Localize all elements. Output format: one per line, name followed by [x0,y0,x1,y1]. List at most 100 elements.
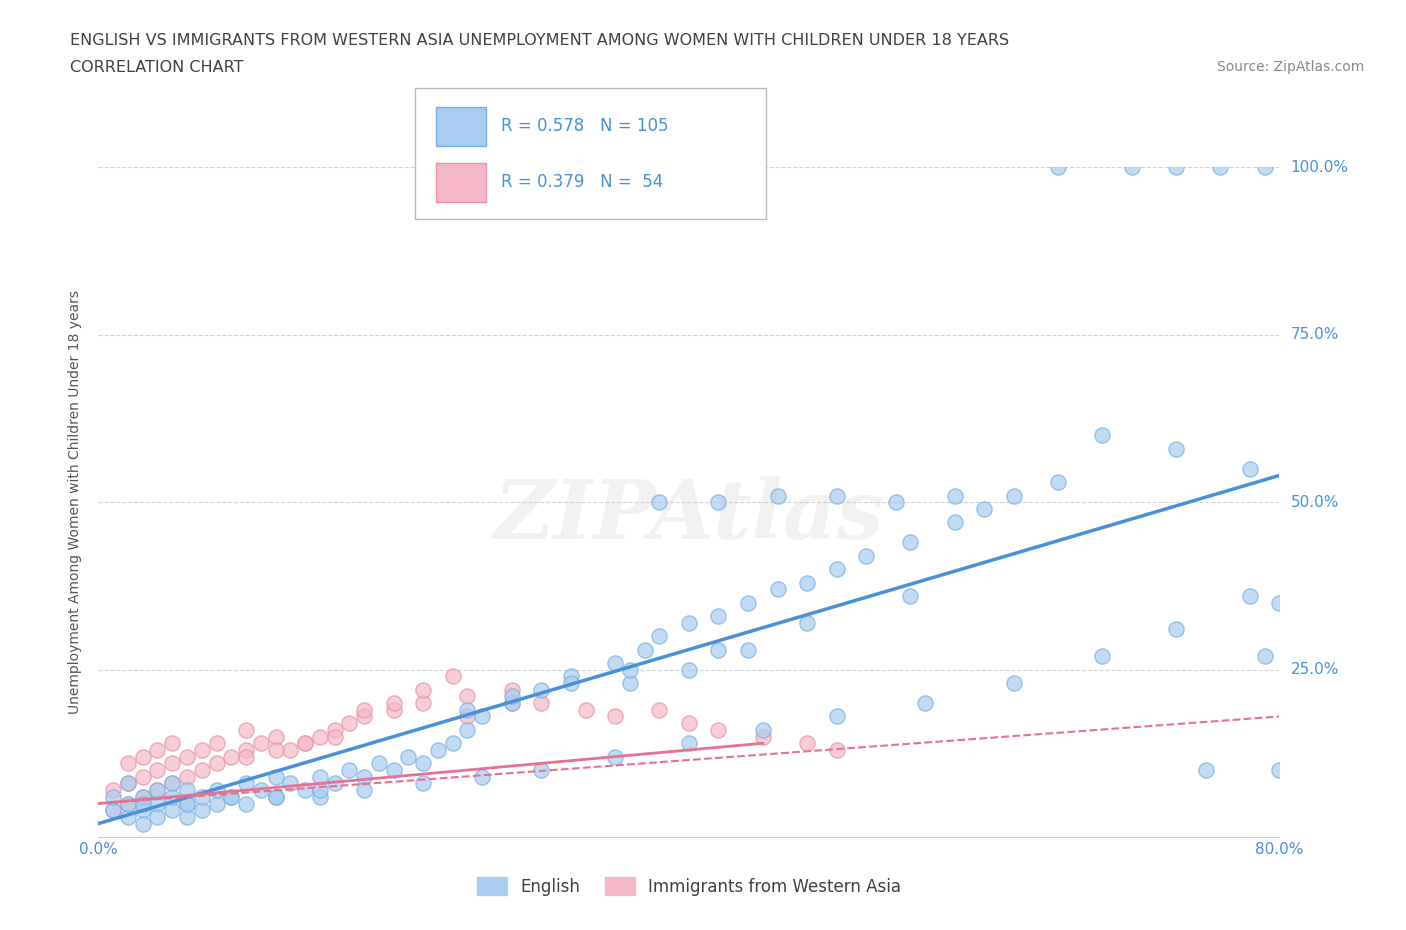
Point [884,495,907,510]
Text: CORRELATION CHART: CORRELATION CHART [70,60,243,75]
Point [441,669,464,684]
Point [825,742,848,757]
Point [412,683,434,698]
Point [205,736,228,751]
Point [162,736,183,751]
Y-axis label: Unemployment Among Women with Children Under 18 years: Unemployment Among Women with Children U… [69,290,83,714]
Point [1254,649,1277,664]
Point [132,790,155,804]
Text: ZIPAtlas: ZIPAtlas [494,475,884,555]
Point [235,723,257,737]
Point [796,736,818,751]
Point [176,796,198,811]
Point [191,790,214,804]
Point [191,742,214,757]
Point [176,809,198,824]
Point [530,763,553,777]
Point [1046,474,1069,489]
Point [619,662,641,677]
Point [678,616,700,631]
Point [796,616,818,631]
Point [146,742,169,757]
Point [235,796,257,811]
Point [1164,160,1187,175]
Point [103,803,125,817]
Point [353,769,375,784]
Point [1195,763,1218,777]
Point [264,790,287,804]
Point [648,702,671,717]
Point [353,702,375,717]
Point [707,642,730,657]
Point [412,756,434,771]
Point [323,729,346,744]
Point [146,763,169,777]
Point [176,750,198,764]
Point [162,790,183,804]
Point [205,796,228,811]
Point [1002,675,1025,690]
Point [574,702,596,717]
Point [737,595,759,610]
Point [707,495,730,510]
Point [900,535,922,550]
Point [766,488,789,503]
Point [855,549,877,564]
Point [264,729,287,744]
Point [796,575,818,590]
Point [825,709,848,724]
Point [250,783,273,798]
Point [368,756,391,771]
Point [353,783,375,798]
Point [456,702,478,717]
Point [264,790,287,804]
Point [412,696,434,711]
Legend: English, Immigrants from Western Asia: English, Immigrants from Western Asia [470,870,908,902]
Point [235,776,257,790]
Point [914,696,936,711]
Point [219,790,242,804]
Point [294,783,316,798]
Point [117,796,139,811]
Point [117,776,139,790]
Point [530,683,553,698]
Point [825,488,848,503]
Point [117,756,139,771]
Point [337,716,360,731]
Point [737,642,759,657]
Text: R = 0.379   N =  54: R = 0.379 N = 54 [501,173,662,192]
Point [530,696,553,711]
Point [471,769,494,784]
Point [235,742,257,757]
Point [456,723,478,737]
Point [309,790,332,804]
Point [162,776,183,790]
Point [412,776,434,790]
Point [132,750,155,764]
Point [633,642,655,657]
Point [1268,595,1291,610]
Text: R = 0.578   N = 105: R = 0.578 N = 105 [501,117,668,136]
Point [900,589,922,604]
Point [219,790,242,804]
Point [943,515,966,530]
Point [323,776,346,790]
Point [146,796,169,811]
Point [103,790,125,804]
Point [751,729,773,744]
Point [943,488,966,503]
Point [132,769,155,784]
Point [678,662,700,677]
Point [1239,461,1261,476]
Point [382,696,405,711]
Point [1046,160,1069,175]
Point [456,689,478,704]
Point [441,736,464,751]
Point [973,501,995,516]
Text: 75.0%: 75.0% [1291,327,1339,342]
Point [382,702,405,717]
Point [309,783,332,798]
Point [501,696,523,711]
Point [309,769,332,784]
Point [605,656,627,671]
